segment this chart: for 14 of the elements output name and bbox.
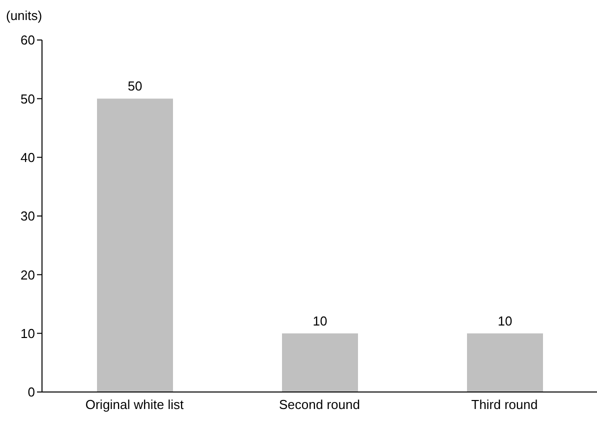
y-tick-label: 40 — [20, 150, 35, 165]
y-tick-label: 60 — [20, 32, 35, 48]
x-tick-label: Third round — [471, 397, 538, 412]
data-label: 10 — [498, 313, 512, 328]
y-axis-title: (units) — [6, 8, 42, 23]
x-tick-label: Second round — [279, 397, 360, 412]
data-label: 10 — [312, 313, 328, 328]
y-tick-label: 30 — [20, 208, 35, 224]
y-tick-label: 50 — [20, 91, 35, 106]
data-label: 50 — [128, 78, 142, 94]
y-tick-label: 20 — [20, 267, 35, 282]
y-tick-label: 10 — [20, 326, 35, 341]
x-tick-label: Original white list — [85, 397, 184, 412]
y-tick-label: 0 — [28, 384, 35, 400]
